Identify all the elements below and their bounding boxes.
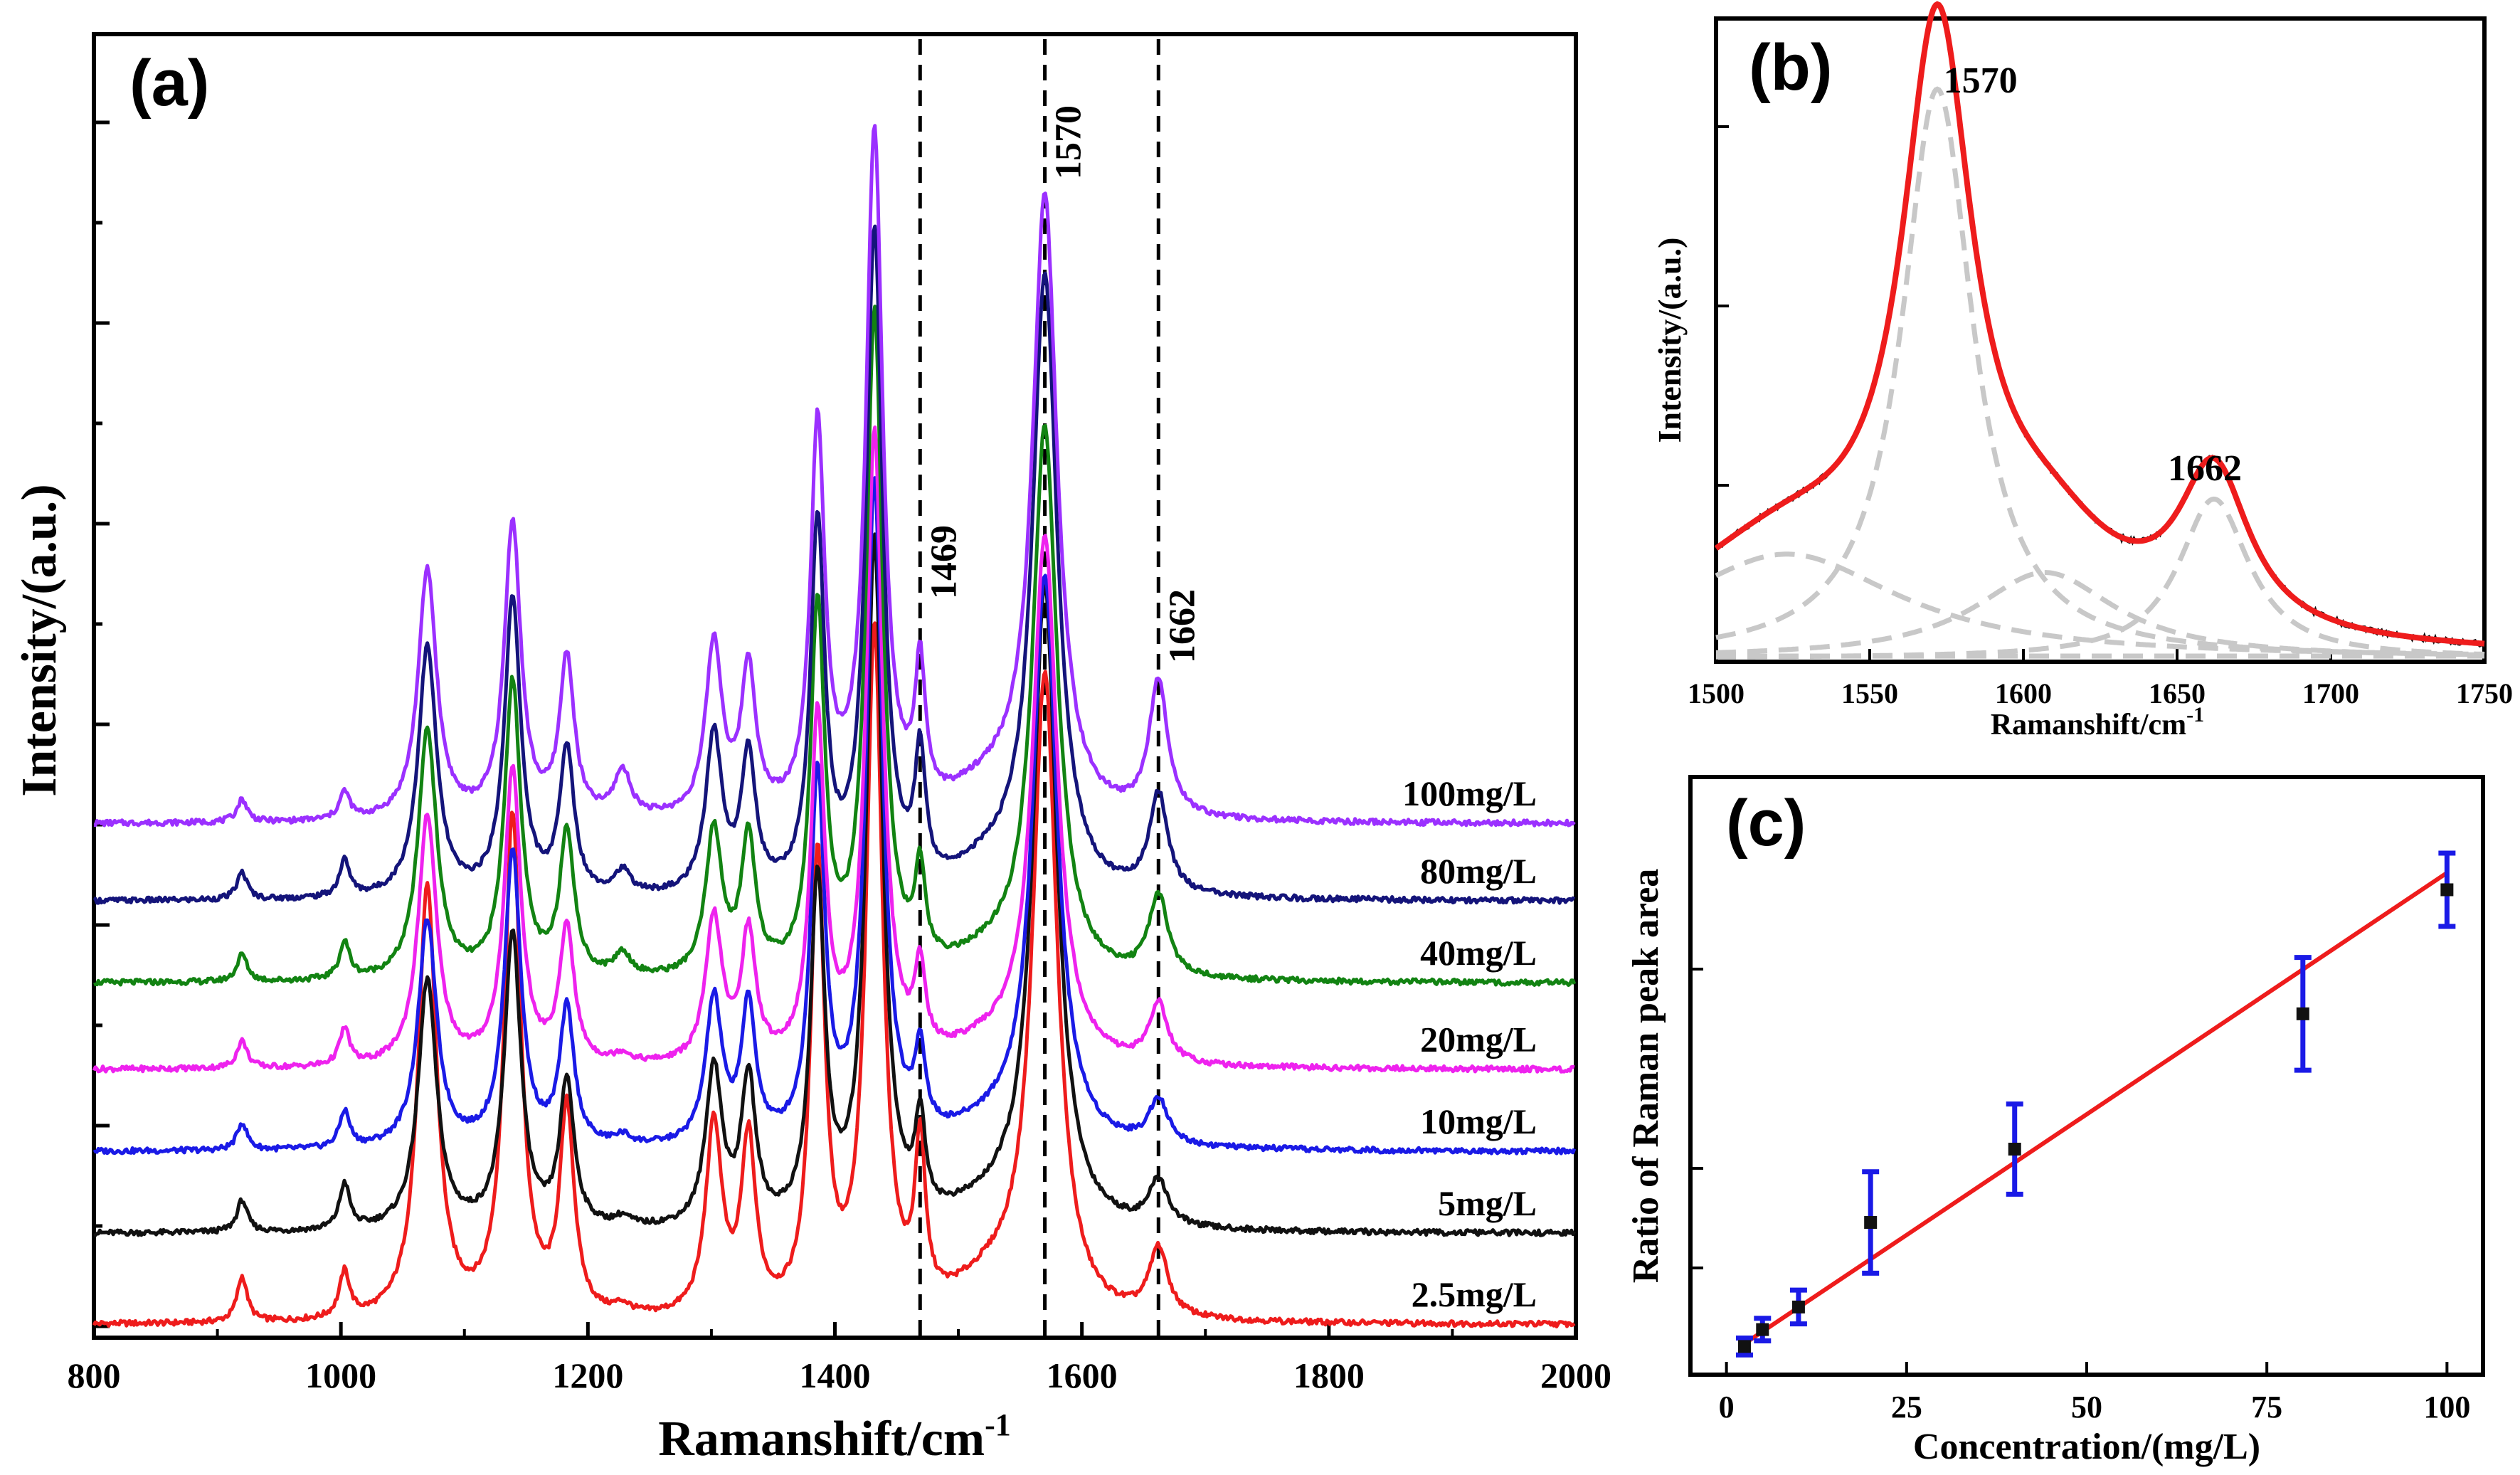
panel-b-x-axis-title: Ramanshift/cm-1 bbox=[1991, 703, 2204, 741]
series-label-20mg-l: 20mg/L bbox=[1420, 1020, 1537, 1059]
series-label-40mg-l: 40mg/L bbox=[1420, 933, 1537, 973]
series-label-2-5mg-l: 2.5mg/L bbox=[1412, 1274, 1537, 1314]
fitted-spectrum bbox=[1714, 1, 2485, 647]
panel-a-y-axis-title: Intensity/(a.u.) bbox=[12, 484, 67, 796]
panel-a-x-ticks: 800 1000 1200 1400 1600 1800 2000 bbox=[68, 1322, 1611, 1395]
panel-b-curves bbox=[1714, 1, 2485, 660]
series-label-80mg-l: 80mg/L bbox=[1420, 851, 1537, 891]
panel-c-y-axis-title: Ratio of Raman peak area bbox=[1626, 869, 1666, 1284]
panel-c-x-axis-title: Concentration/(mg/L) bbox=[1913, 1427, 2260, 1467]
annotation-1662: 1662 bbox=[1162, 589, 1202, 663]
spectrum-20mg-l bbox=[92, 425, 1575, 1074]
annotation-b-1570: 1570 bbox=[1944, 60, 2018, 101]
panel-b: 1500 1550 1600 1650 1700 1750 (b) 1570 1662 R… bbox=[1651, 1, 2513, 741]
panel-c: 0 25 50 75 100 (c) Concentration/(mg/L) Rati… bbox=[1626, 775, 2485, 1467]
panel-a-xtick-label-1800: 1800 bbox=[1293, 1355, 1365, 1395]
panel-b-xlabel-sup: -1 bbox=[2186, 703, 2204, 726]
spectrum-40mg-l bbox=[93, 305, 1577, 987]
fit-component-1572 bbox=[1715, 86, 2484, 657]
panel-c-xtick-label-75: 75 bbox=[2251, 1390, 2282, 1424]
spectrum-10mg-l bbox=[92, 476, 1577, 1156]
annotation-1570: 1570 bbox=[1049, 105, 1089, 179]
series-label-10mg-l: 10mg/L bbox=[1420, 1101, 1537, 1141]
panel-a: 800 1000 1200 1400 1600 1800 2000 2.5mg/L 5mg/L… bbox=[12, 32, 1611, 1466]
data-point-100 bbox=[2440, 883, 2454, 897]
panel-c-xtick-label-50: 50 bbox=[2071, 1390, 2102, 1424]
spectrum-80mg-l bbox=[92, 224, 1576, 905]
panel-b-xtick-label-1600: 1600 bbox=[1995, 677, 2052, 709]
spectrum-100mg-l bbox=[93, 124, 1576, 828]
annotation-1469: 1469 bbox=[923, 525, 964, 599]
panel-a-xtick-label-1400: 1400 bbox=[800, 1355, 871, 1395]
panel-b-xtick-label-1700: 1700 bbox=[2302, 677, 2359, 709]
panel-a-xtick-label-1000: 1000 bbox=[305, 1355, 376, 1395]
panel-c-xtick-label-0: 0 bbox=[1719, 1390, 1735, 1424]
data-point-5 bbox=[1756, 1323, 1769, 1336]
panel-c-x-ticks: 0 25 50 75 100 bbox=[1719, 1362, 2470, 1424]
panel-a-xtick-label-800: 800 bbox=[68, 1355, 121, 1395]
spectrum-5mg-l bbox=[93, 532, 1577, 1237]
series-label-100mg-l: 100mg/L bbox=[1402, 773, 1537, 813]
panel-b-xtick-label-1500: 1500 bbox=[1688, 677, 1745, 709]
annotation-b-1662: 1662 bbox=[2168, 448, 2242, 489]
panel-c-frame bbox=[1688, 775, 2485, 1377]
panel-b-x-ticks: 1500 1550 1600 1650 1700 1750 bbox=[1688, 649, 2513, 709]
panel-b-xlabel: Ramanshift/cm bbox=[1991, 709, 2186, 741]
panel-a-xlabel: Ramanshift/cm bbox=[658, 1412, 985, 1466]
data-point-80 bbox=[2296, 1007, 2309, 1020]
panel-a-series-labels: 2.5mg/L 5mg/L 10mg/L 20mg/L 40mg/L 80mg/L 100m… bbox=[1402, 773, 1537, 1314]
panel-a-series bbox=[92, 124, 1577, 1328]
panel-a-xtick-label-2000: 2000 bbox=[1540, 1355, 1611, 1395]
panel-b-y-axis-title: Intensity/(a.u.) bbox=[1651, 238, 1688, 443]
panel-c-xtick-label-25: 25 bbox=[1891, 1390, 1922, 1424]
fit-component-1607 bbox=[1715, 570, 2485, 658]
series-label-5mg-l: 5mg/L bbox=[1438, 1183, 1537, 1223]
data-point-40 bbox=[2008, 1143, 2021, 1156]
panel-b-xtick-label-1750: 1750 bbox=[2456, 677, 2513, 709]
panel-a-x-axis-title: Ramanshift/cm-1 bbox=[658, 1407, 1011, 1466]
panel-b-xtick-label-1650: 1650 bbox=[2149, 677, 2206, 709]
spectrum-2-5mg-l bbox=[92, 621, 1576, 1328]
panel-b-frame bbox=[1714, 16, 2487, 664]
data-point-20 bbox=[1864, 1216, 1878, 1230]
data-point-10 bbox=[1791, 1300, 1805, 1313]
data-point-2.5 bbox=[1737, 1340, 1751, 1353]
panel-c-y-ticks bbox=[1690, 968, 1703, 1269]
panel-a-xtick-label-1600: 1600 bbox=[1047, 1355, 1118, 1395]
panel-c-label: (c) bbox=[1726, 787, 1806, 860]
panel-b-label: (b) bbox=[1749, 31, 1832, 104]
panel-a-xlabel-sup: -1 bbox=[985, 1407, 1011, 1442]
panel-a-label: (a) bbox=[129, 47, 209, 120]
regression-line bbox=[1743, 871, 2449, 1346]
panel-b-y-ticks bbox=[1716, 125, 1729, 487]
panel-c-xtick-label-100: 100 bbox=[2423, 1390, 2470, 1424]
panel-a-y-ticks bbox=[94, 120, 110, 1328]
panel-c-plot bbox=[1735, 850, 2456, 1358]
panel-a-xtick-label-1200: 1200 bbox=[552, 1355, 623, 1395]
panel-b-xtick-label-1550: 1550 bbox=[1841, 677, 1898, 709]
